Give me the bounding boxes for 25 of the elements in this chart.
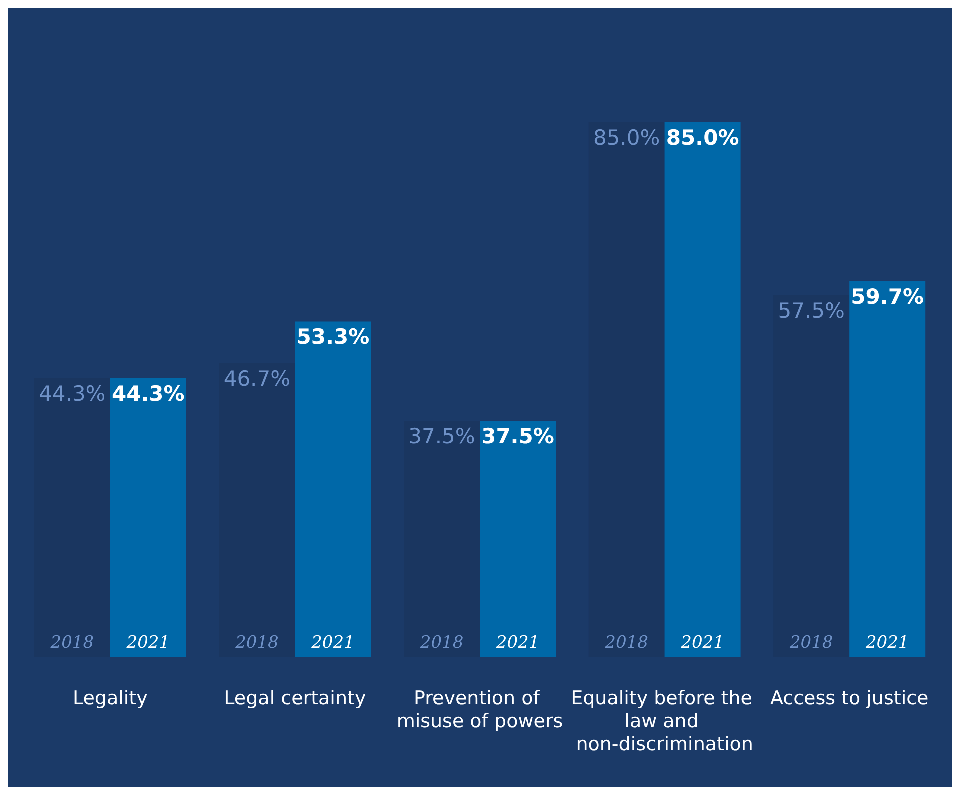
data-label: 85.0%	[593, 126, 660, 150]
text: 2018	[420, 633, 464, 653]
text: 2021	[866, 633, 910, 653]
data-label: 44.3%	[112, 382, 185, 406]
x-tick-label: Equality before the law and non-discrimination	[571, 688, 759, 756]
data-label: 46.7%	[224, 366, 291, 391]
text: 2021	[496, 633, 540, 653]
text: 2018	[790, 633, 834, 653]
data-label: 37.5%	[408, 424, 476, 449]
series-label: 2021	[126, 633, 170, 653]
x-tick-label: Prevention of misuse of powers	[396, 688, 564, 732]
data-label: 44.3%	[39, 382, 106, 406]
series-label: 2018	[50, 633, 94, 653]
text: 2018	[605, 633, 648, 653]
text: 2021	[681, 633, 724, 653]
data-label: 53.3%	[296, 325, 370, 350]
x-tick-label: Access to justice	[770, 688, 929, 710]
x-tick-label: Legality	[72, 688, 148, 710]
x-tick-label: Legal certainty	[224, 688, 366, 710]
data-label: 59.7%	[851, 284, 924, 309]
text: 2021	[312, 633, 355, 653]
data-label: 57.5%	[778, 298, 845, 323]
data-label: 85.0%	[666, 126, 740, 150]
text: 2018	[236, 633, 279, 653]
data-label: 37.5%	[482, 424, 554, 449]
